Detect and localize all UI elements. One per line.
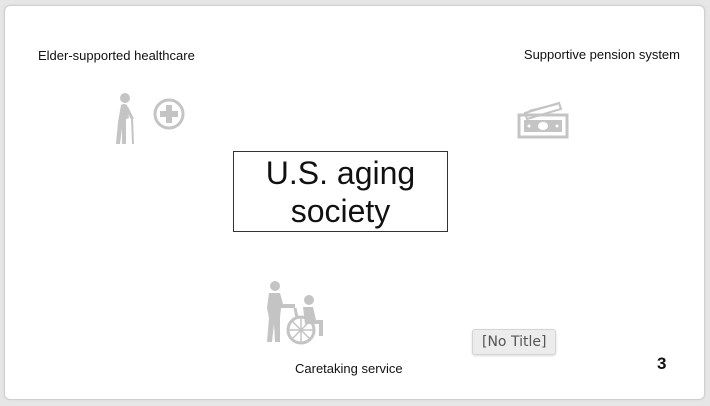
page-number: 3 (657, 354, 667, 373)
central-topic-line2: society (290, 192, 391, 229)
caretaker-wheelchair-icon (267, 281, 323, 345)
medical-cross-icon (153, 98, 185, 130)
no-title-tooltip: [No Title] (472, 329, 557, 355)
central-topic-line1: U.S. aging (265, 154, 416, 191)
central-topic-box[interactable]: U.S. aging society (233, 151, 448, 232)
pension-label: Supportive pension system (523, 47, 680, 62)
caretaking-label: Caretaking service (295, 361, 403, 376)
healthcare-label: Elder-supported healthcare (38, 48, 195, 63)
elderly-person-icon (116, 93, 134, 145)
slide-canvas: Elder-supported healthcare Supportive pe… (4, 5, 705, 400)
central-topic-title: U.S. aging society (266, 154, 415, 230)
money-icon (517, 101, 569, 139)
